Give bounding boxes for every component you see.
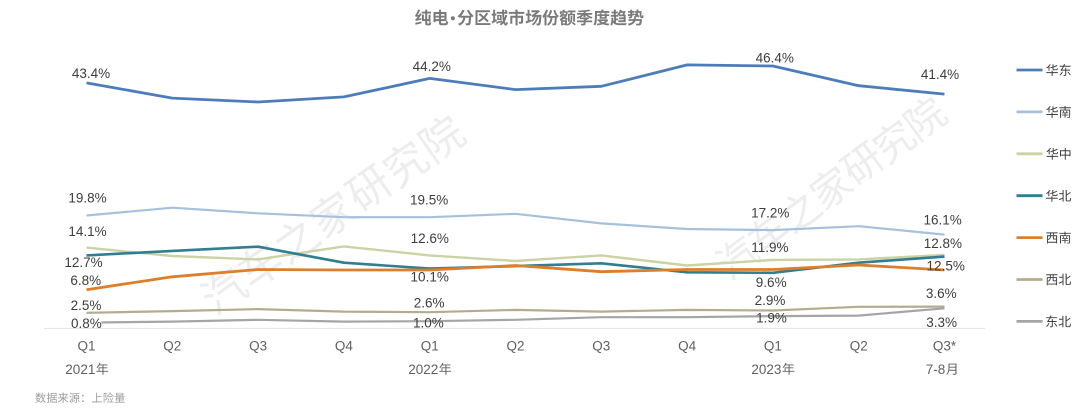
svg-text:17.2%: 17.2% [751,205,789,220]
svg-text:7-8: 7-8 [926,362,946,377]
svg-text:Q2: Q2 [163,338,181,353]
svg-text:14.1%: 14.1% [68,224,106,239]
svg-text:2021: 2021 [65,362,95,377]
svg-text:Q3: Q3 [249,338,267,353]
svg-text:19.5%: 19.5% [410,193,448,208]
svg-text:46.4%: 46.4% [756,51,794,66]
svg-text:1.9%: 1.9% [756,311,787,326]
svg-text:Q1: Q1 [421,338,439,353]
svg-text:Q3*: Q3* [933,338,957,353]
svg-text:19.8%: 19.8% [68,190,106,205]
svg-text:Q4: Q4 [335,338,354,353]
svg-text:Q3: Q3 [592,338,610,353]
svg-text:12.6%: 12.6% [411,231,449,246]
svg-text:12.8%: 12.8% [924,236,962,251]
svg-text:1.0%: 1.0% [413,316,444,331]
svg-text:Q2: Q2 [506,338,524,353]
svg-text:3.3%: 3.3% [926,315,957,330]
svg-text:9.6%: 9.6% [756,275,787,290]
svg-text:44.2%: 44.2% [413,59,451,74]
svg-text:41.4%: 41.4% [921,67,959,82]
svg-text:16.1%: 16.1% [923,213,961,228]
svg-text:3.6%: 3.6% [926,286,957,301]
svg-text:0.8%: 0.8% [71,316,102,331]
svg-text:2023: 2023 [751,362,781,377]
svg-text:12.7%: 12.7% [64,255,102,270]
svg-text:6.8%: 6.8% [70,273,101,288]
svg-text:Q1: Q1 [77,338,95,353]
svg-text:2.5%: 2.5% [71,298,102,313]
svg-text:10.1%: 10.1% [411,269,449,284]
svg-text:2.6%: 2.6% [414,296,445,311]
svg-text:2.9%: 2.9% [755,293,786,308]
svg-text:11.9%: 11.9% [751,240,788,255]
svg-text:43.4%: 43.4% [72,66,110,81]
svg-text:Q4: Q4 [678,338,697,353]
svg-text:Q1: Q1 [764,338,782,353]
svg-text:2022: 2022 [408,362,438,377]
svg-text:Q2: Q2 [850,338,868,353]
svg-text:12.5%: 12.5% [927,259,965,274]
